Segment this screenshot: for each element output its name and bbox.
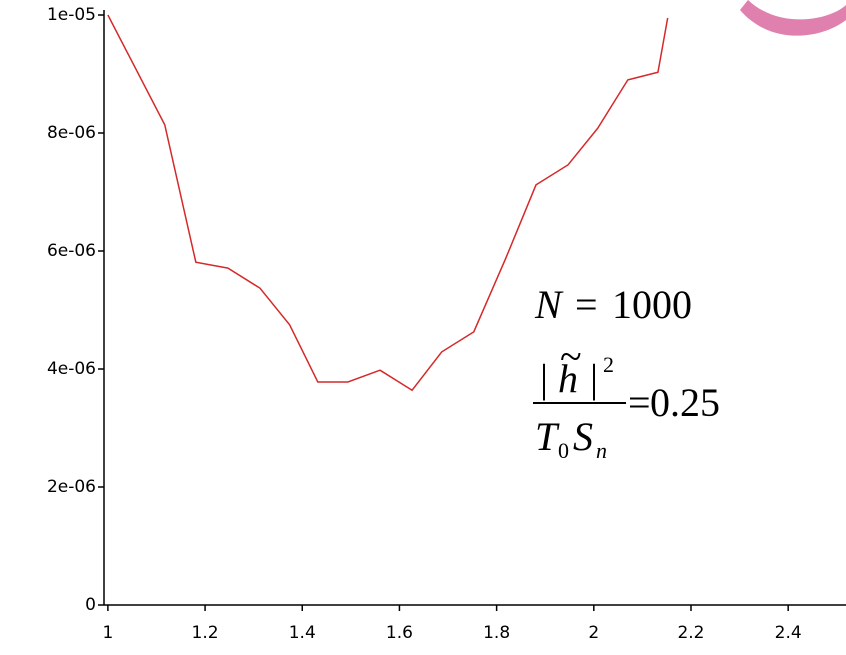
denominator-sub: n — [596, 438, 607, 463]
x-tick-label: 1.6 — [386, 623, 413, 643]
n-symbol: N — [534, 282, 564, 327]
ratio-equals: = — [628, 380, 651, 425]
x-tick-label: 2.2 — [677, 623, 704, 643]
n-equals: = — [575, 282, 598, 327]
n-value: 1000 — [612, 282, 692, 327]
numerator-bar: | — [590, 356, 598, 401]
x-tick-label: 1 — [102, 623, 113, 643]
chart: N = 1000 | h ~ | 2 T 0 S n = 0.25 0 2e-06… — [0, 0, 846, 655]
y-tick-label: 8e-06 — [47, 123, 96, 143]
ratio-value: 0.25 — [650, 380, 720, 425]
numerator-power: 2 — [603, 352, 614, 377]
denominator-t: T — [535, 414, 560, 459]
y-tick-label: 4e-06 — [47, 359, 96, 379]
denominator-sub: 0 — [558, 438, 569, 463]
x-tick-label: 1.8 — [483, 623, 510, 643]
x-tick-label: 2.4 — [775, 623, 802, 643]
denominator-s: S — [573, 414, 593, 459]
x-tick-label: 2 — [588, 623, 599, 643]
y-tick-label: 2e-06 — [47, 477, 96, 497]
y-tick-label: 0 — [85, 595, 96, 615]
x-tick-label: 1.4 — [289, 623, 316, 643]
annotation: N = 1000 | h ~ | 2 T 0 S n = 0.25 — [533, 282, 720, 463]
data-line — [108, 15, 668, 390]
y-tick-label: 6e-06 — [47, 241, 96, 261]
numerator-tilde: ~ — [560, 334, 582, 379]
y-tick-label: 1e-05 — [47, 5, 96, 25]
corner-swirl — [740, 0, 846, 36]
numerator-bar: | — [540, 356, 548, 401]
x-tick-label: 1.2 — [192, 623, 219, 643]
